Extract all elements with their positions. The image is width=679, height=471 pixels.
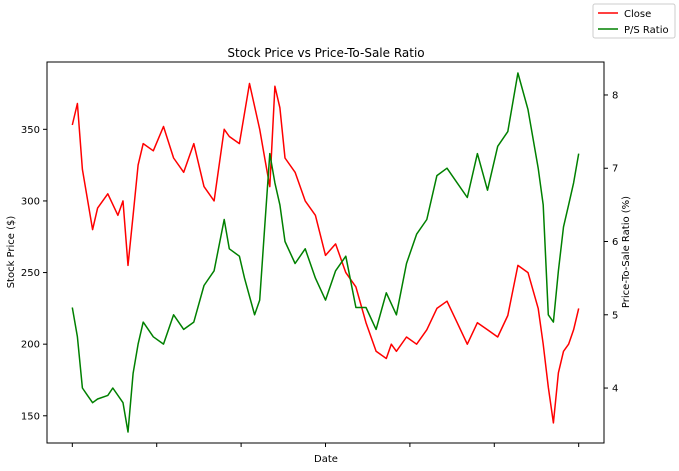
right-y-tick-label: 4 [612, 384, 618, 395]
left-y-axis: 150 200 250 300 350 [21, 125, 47, 422]
left-y-tick-label: 150 [21, 411, 40, 422]
right-y-tick-label: 8 [612, 90, 618, 101]
legend-label-close: Close [624, 9, 651, 20]
right-y-axis-label: Price-To-Sale Ratio (%) [621, 196, 632, 308]
legend: Close P/S Ratio [592, 3, 676, 39]
right-y-tick-label: 6 [612, 237, 618, 248]
series-line-ps-ratio [71, 72, 580, 433]
chart-title: Stock Price vs Price-To-Sale Ratio [227, 46, 424, 60]
right-y-tick-label: 7 [612, 164, 618, 175]
right-y-tick-label: 5 [612, 310, 618, 321]
x-axis [71, 443, 580, 447]
x-axis-label: Date [314, 454, 338, 465]
left-y-tick-label: 300 [21, 196, 40, 207]
right-y-axis: 4 5 6 7 8 [604, 90, 618, 395]
left-y-tick-label: 350 [21, 125, 40, 136]
legend-label-ps-ratio: P/S Ratio [624, 25, 669, 36]
left-y-tick-label: 200 [21, 340, 40, 351]
left-y-axis-label: Stock Price ($) [6, 216, 17, 289]
series-line-close [71, 82, 580, 424]
left-y-tick-label: 250 [21, 268, 40, 279]
series-layer [71, 72, 580, 433]
